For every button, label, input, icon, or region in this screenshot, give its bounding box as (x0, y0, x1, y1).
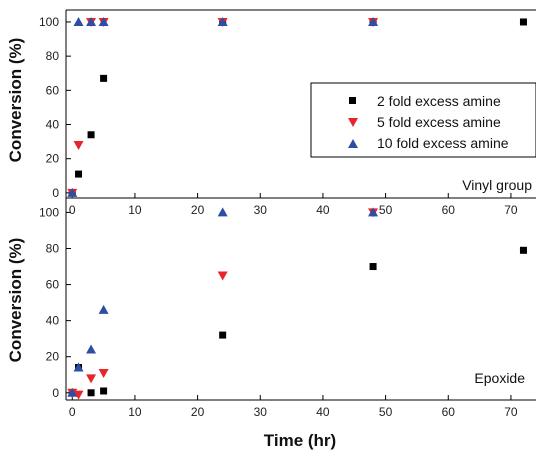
legend-label-10-fold: 10 fold excess amine (377, 135, 509, 151)
bottom-x-tick-label: 10 (128, 405, 142, 419)
bottom-point-series-2 (67, 387, 78, 397)
bottom-x-tick-label: 30 (254, 405, 268, 419)
bottom-y-tick-label: 0 (52, 386, 59, 400)
bottom-x-tick-label: 40 (316, 405, 330, 419)
bottom-point-series-2 (98, 304, 109, 314)
bottom-y-tick-label: 40 (46, 314, 60, 328)
top-y-tick-label: 60 (46, 83, 60, 97)
top-x-tick-label: 70 (504, 203, 518, 217)
top-point-series-2 (67, 187, 78, 197)
top-point-series-2 (98, 16, 109, 26)
bottom-point-series-0 (369, 263, 377, 271)
bottom-point-series-2 (217, 207, 228, 217)
top-x-tick-label: 30 (254, 203, 268, 217)
bottom-point-series-1 (86, 374, 97, 384)
bottom-point-series-1 (73, 390, 84, 400)
legend-label-5-fold: 5 fold excess amine (377, 114, 501, 130)
bottom-point-series-2 (86, 344, 97, 354)
bottom-point-series-2 (73, 362, 84, 372)
top-point-series-0 (87, 131, 95, 139)
bottom-x-tick-label: 60 (442, 405, 456, 419)
top-point-series-0 (75, 170, 83, 178)
bottom-y-tick-label: 20 (46, 350, 60, 364)
legend-marker-2-fold (349, 97, 356, 104)
top-point-series-2 (86, 16, 97, 26)
legend-marker-5-fold (348, 118, 358, 127)
top-ticks: 0 20 40 60 80 100 0 10 20 30 40 50 60 70 (39, 15, 518, 217)
bottom-x-tick-label: 20 (191, 405, 205, 419)
legend-marker-10-fold (348, 139, 358, 148)
top-point-series-1 (73, 141, 84, 151)
bottom-point-series-0 (219, 331, 227, 339)
top-x-tick-label: 40 (316, 203, 330, 217)
bottom-point-series-1 (98, 368, 109, 378)
top-point-series-0 (100, 74, 108, 82)
bottom-panel-annotation: Epoxide (474, 370, 525, 386)
bottom-y-tick-label: 80 (46, 242, 60, 256)
bottom-point-series-2 (368, 207, 379, 217)
top-panel: 0 20 40 60 80 100 0 10 20 30 40 50 60 70 Conversion (… (6, 9, 536, 217)
x-axis-title: Time (hr) (264, 431, 336, 450)
legend-box (310, 82, 536, 158)
top-point-series-0 (519, 18, 527, 26)
top-y-tick-label: 80 (46, 49, 60, 63)
bottom-y-tick-label: 100 (39, 205, 59, 219)
top-point-series-2 (368, 16, 379, 26)
bottom-point-series-0 (519, 246, 527, 254)
top-y-tick-label: 100 (39, 15, 59, 29)
bottom-y-tick-label: 60 (46, 278, 60, 292)
top-point-series-2 (73, 16, 84, 26)
top-data-points (67, 16, 527, 198)
legend: 2 fold excess amine 5 fold excess amine … (310, 82, 536, 158)
bottom-x-tick-label: 0 (69, 405, 76, 419)
bottom-point-series-0 (100, 387, 108, 395)
top-y-tick-label: 20 (46, 152, 60, 166)
top-x-tick-label: 0 (69, 203, 76, 217)
legend-label-2-fold: 2 fold excess amine (377, 93, 501, 109)
top-x-tick-label: 50 (379, 203, 393, 217)
bottom-point-series-0 (87, 389, 95, 397)
top-x-tick-label: 10 (128, 203, 142, 217)
top-point-series-2 (217, 16, 228, 26)
bottom-point-series-1 (217, 271, 228, 281)
top-x-tick-label: 60 (442, 203, 456, 217)
top-panel-annotation: Vinyl group (462, 177, 532, 193)
bottom-x-tick-label: 50 (379, 405, 393, 419)
bottom-x-tick-label: 70 (504, 405, 518, 419)
bottom-y-axis-title: Conversion (%) (6, 238, 25, 363)
top-y-axis-title: Conversion (%) (6, 38, 25, 163)
top-x-tick-label: 20 (191, 203, 205, 217)
top-y-tick-label: 40 (46, 118, 60, 132)
bottom-data-points (67, 207, 527, 400)
top-y-tick-label: 0 (52, 186, 59, 200)
